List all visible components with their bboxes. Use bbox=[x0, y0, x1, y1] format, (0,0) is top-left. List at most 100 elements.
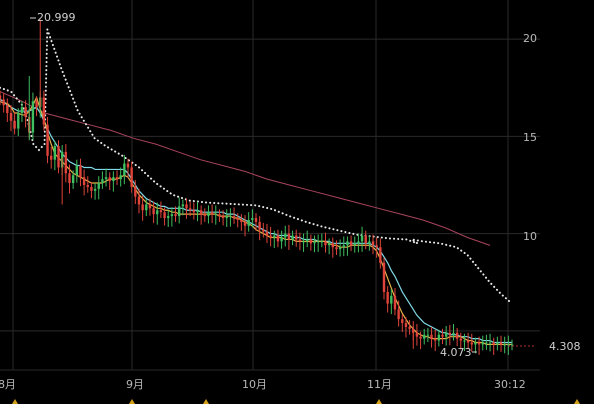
candle-body bbox=[141, 204, 144, 211]
candle-body bbox=[232, 216, 236, 219]
candle-body bbox=[404, 323, 408, 327]
candles-layer bbox=[0, 19, 514, 355]
candle-body bbox=[13, 120, 16, 129]
candle-body bbox=[284, 233, 287, 238]
candle-body bbox=[349, 241, 353, 246]
candle-body bbox=[382, 262, 386, 292]
candle-body bbox=[287, 233, 291, 240]
candle-body bbox=[152, 208, 155, 215]
candle-body bbox=[75, 165, 78, 176]
candle-body bbox=[346, 241, 349, 246]
candle-body bbox=[258, 221, 261, 230]
candle-body bbox=[492, 342, 495, 345]
candle-body bbox=[397, 309, 400, 320]
candle-body bbox=[401, 319, 404, 324]
candle-body bbox=[452, 332, 455, 335]
candle-body bbox=[474, 342, 477, 345]
candle-body bbox=[316, 241, 320, 243]
candle-body bbox=[251, 218, 254, 220]
candle-body bbox=[320, 241, 324, 243]
candle-body bbox=[353, 243, 356, 246]
candle-body bbox=[386, 291, 389, 304]
candle-body bbox=[50, 155, 53, 160]
y-tick-label-10: 10 bbox=[523, 230, 537, 243]
candle-body bbox=[207, 212, 210, 217]
candle-body bbox=[496, 342, 499, 345]
candle-body bbox=[163, 212, 166, 219]
candle-body bbox=[393, 295, 397, 310]
candle-body bbox=[31, 101, 35, 133]
candle-body bbox=[93, 188, 97, 191]
x-tick-label-oct: 10月 bbox=[242, 378, 267, 391]
candle-body bbox=[35, 101, 38, 108]
candle-body bbox=[430, 334, 433, 339]
candle-body bbox=[324, 241, 327, 246]
candle-body bbox=[371, 241, 375, 246]
candle-body bbox=[269, 235, 272, 238]
candle-body bbox=[240, 219, 243, 222]
candle-body bbox=[298, 239, 302, 242]
candle-body bbox=[338, 247, 342, 250]
bottom-markers bbox=[12, 399, 580, 404]
candle-body bbox=[68, 173, 71, 184]
candle-body bbox=[423, 334, 426, 339]
candle-body bbox=[6, 105, 9, 114]
candle-body bbox=[477, 342, 481, 345]
candle-body bbox=[90, 186, 93, 191]
candle-body bbox=[419, 336, 422, 339]
candle-body bbox=[357, 241, 360, 244]
candle-body bbox=[507, 344, 510, 346]
candle-body bbox=[137, 196, 141, 205]
candle-body bbox=[335, 247, 338, 250]
candle-body bbox=[441, 334, 444, 337]
candle-body bbox=[485, 342, 488, 344]
candle-body bbox=[174, 214, 177, 217]
candle-body bbox=[119, 175, 122, 180]
candle-body bbox=[57, 146, 60, 168]
candle-body bbox=[112, 177, 115, 182]
candle-body bbox=[434, 338, 437, 341]
candle-body bbox=[130, 167, 133, 187]
candle-body bbox=[210, 212, 214, 215]
candle-body bbox=[280, 237, 283, 242]
candle-body bbox=[0, 95, 2, 100]
candle-body bbox=[148, 204, 152, 209]
candle-body bbox=[225, 216, 228, 219]
candle-body bbox=[481, 342, 484, 345]
candle-body bbox=[437, 334, 441, 341]
candle-body bbox=[510, 344, 514, 346]
candle-body bbox=[53, 146, 57, 160]
candle-body bbox=[97, 183, 100, 189]
candle-body bbox=[199, 210, 203, 215]
candle-body bbox=[415, 332, 419, 337]
candle-body bbox=[313, 241, 316, 244]
candle-body bbox=[463, 340, 466, 342]
ma-long-line bbox=[0, 91, 491, 246]
candle-body bbox=[159, 210, 163, 213]
candle-body bbox=[115, 177, 119, 180]
candle-body bbox=[379, 247, 382, 263]
candle-body bbox=[499, 342, 503, 345]
candle-body bbox=[327, 243, 331, 246]
candle-body bbox=[466, 340, 470, 343]
candle-body bbox=[295, 235, 298, 240]
candle-body bbox=[20, 107, 24, 114]
ma-dotted-line bbox=[0, 29, 513, 305]
candle-body bbox=[470, 342, 473, 345]
candle-body bbox=[368, 241, 371, 244]
candle-body bbox=[273, 235, 276, 238]
candle-body bbox=[64, 151, 68, 174]
candle-body bbox=[79, 165, 82, 178]
candle-body bbox=[306, 239, 309, 242]
candle-body bbox=[86, 184, 89, 187]
candle-body bbox=[185, 204, 188, 209]
candle-body bbox=[188, 208, 192, 211]
marker-triangle bbox=[574, 399, 580, 404]
candle-body bbox=[71, 175, 75, 184]
y-tick-label-20: 20 bbox=[523, 32, 537, 45]
candle-body bbox=[488, 342, 492, 344]
candle-body bbox=[2, 99, 5, 106]
candle-body bbox=[134, 186, 137, 197]
candle-body bbox=[254, 218, 258, 222]
